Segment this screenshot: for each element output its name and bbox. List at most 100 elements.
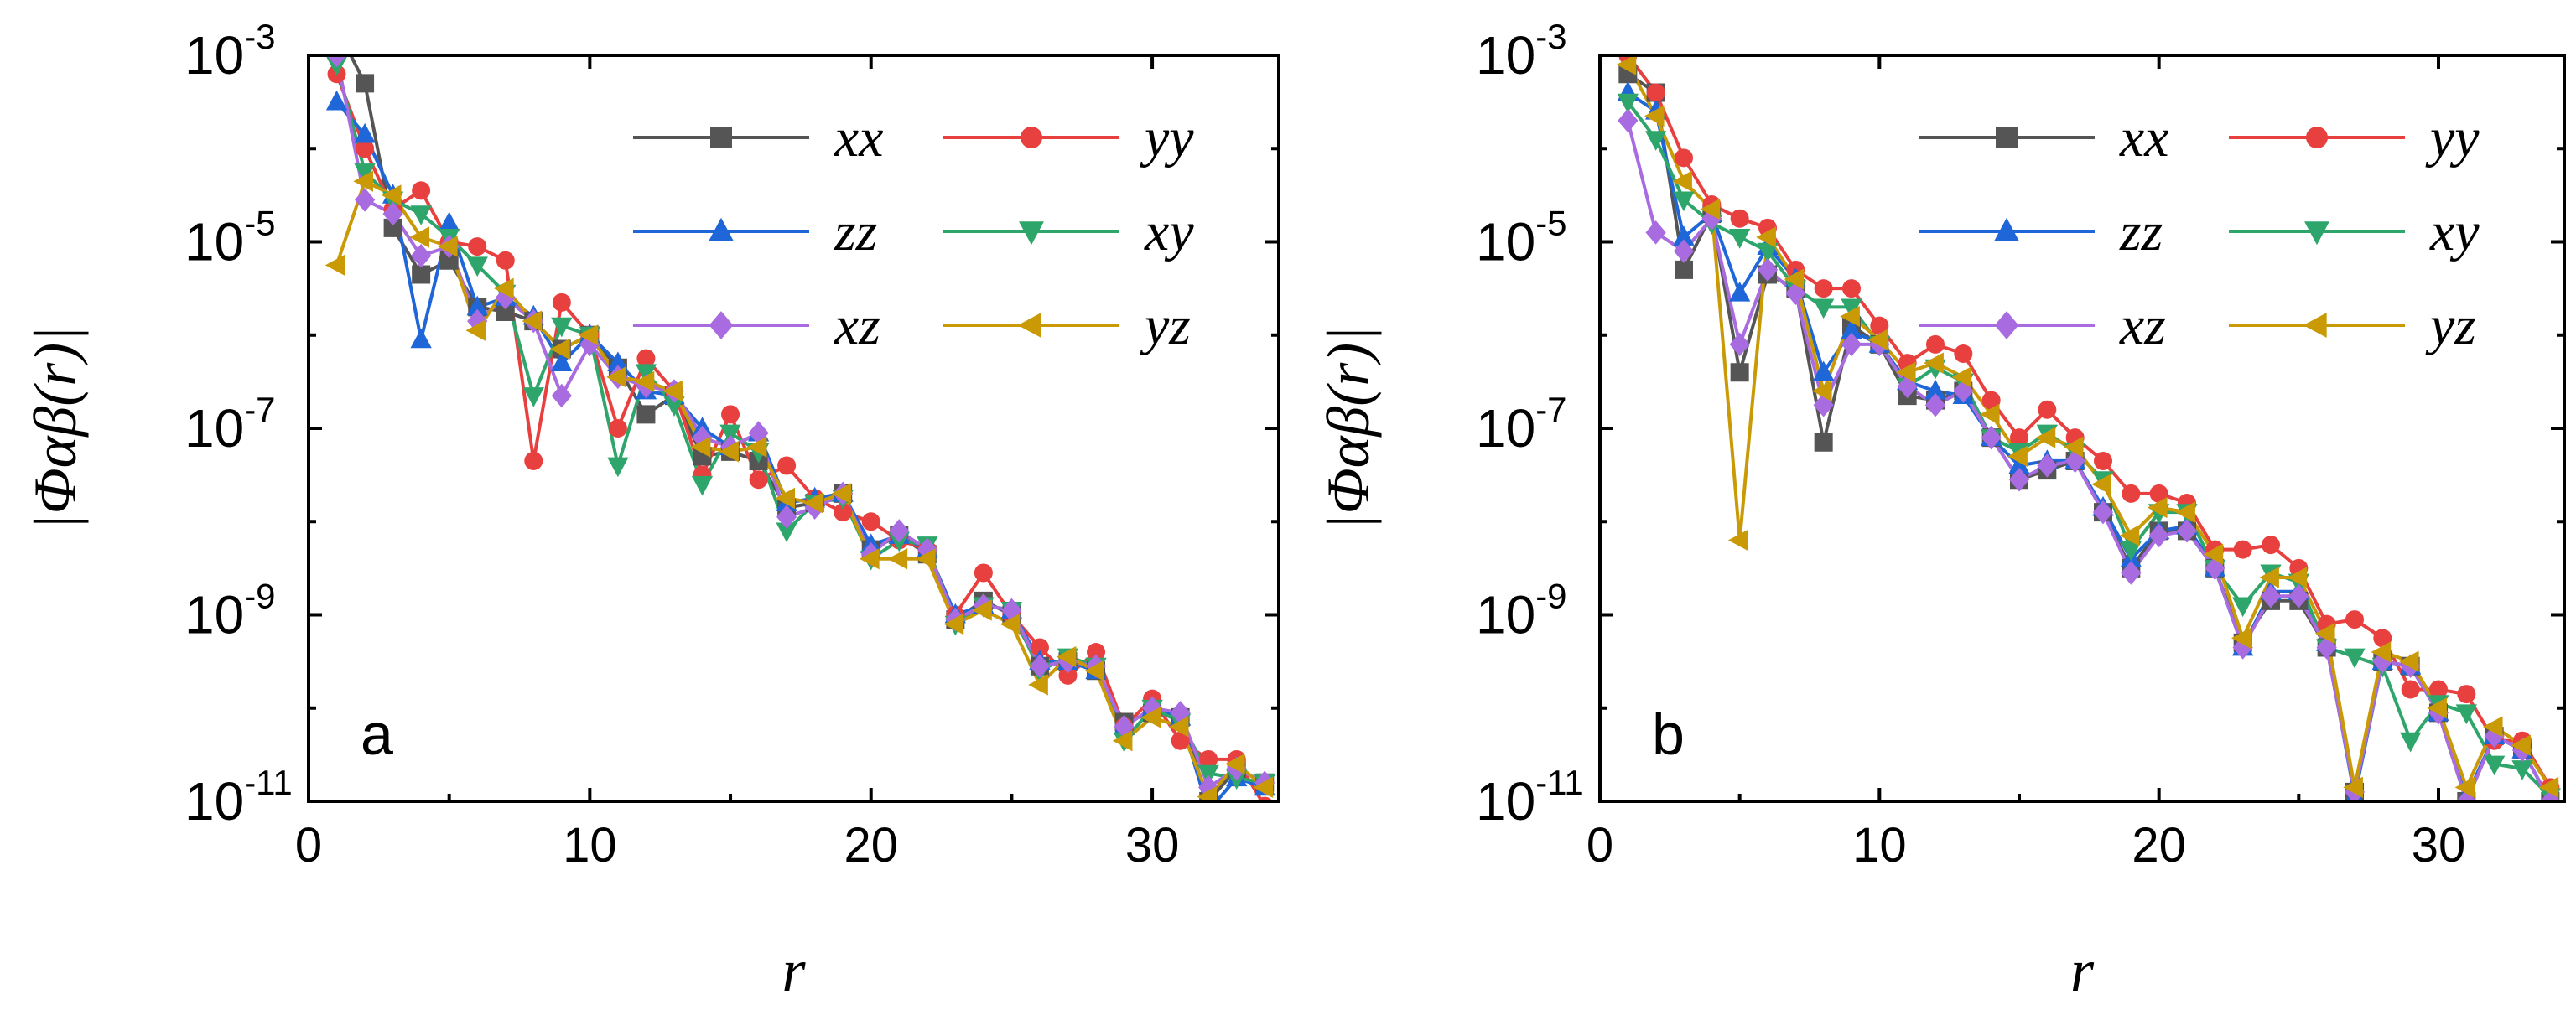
data-point-xz [1645,220,1666,245]
data-point-yy [636,349,656,368]
data-point-yz [1084,660,1104,681]
data-point-xx [496,302,515,321]
data-point-yz [2007,445,2028,468]
y-tick-exponent: -11 [244,763,293,802]
data-point-zz [1813,360,1835,381]
y-tick-base: 10 [184,212,244,272]
legend-label-yz: yz [2425,295,2476,356]
data-point-zz [410,328,432,349]
panel-label: b [1652,702,1685,767]
x-axis-label: r [2070,937,2095,1004]
y-tick-label: 10-11 [184,763,293,831]
data-point-xz [776,505,797,529]
data-point-yz [1056,645,1077,668]
data-point-yz [2314,623,2335,645]
data-point-xy [354,163,376,184]
data-point-yy [2262,536,2280,555]
data-point-yy [1171,731,1190,750]
data-point-yz [578,324,599,346]
data-point-yz [2091,474,2111,495]
legend-label-xx: xx [834,107,884,168]
data-point-xz [382,201,403,226]
data-point-yz [662,380,683,402]
legend-marker-yy [2306,127,2328,148]
legend-label-xy: xy [1144,201,1194,262]
data-point-yy [2149,484,2168,503]
y-tick-base: 10 [184,771,244,831]
data-point-xz [354,188,376,212]
legend-marker-xx [1996,127,2018,148]
y-tick-base: 10 [184,25,244,85]
data-point-yy [1730,209,1749,228]
x-tick-label: 30 [2412,818,2466,873]
data-point-yz [522,310,543,332]
y-tick-exponent: -3 [244,17,275,56]
data-point-xy [466,256,488,277]
data-point-yz [1727,529,1748,552]
y-tick-label: 10-11 [1476,763,1584,831]
legend-marker-yz [1017,313,1041,338]
series-line-xy [335,64,1265,785]
data-point-xz [889,519,910,543]
y-tick-base: 10 [1476,585,1535,645]
data-point-yz [1784,268,1805,290]
data-point-zz [2008,453,2030,474]
data-point-zz [466,295,488,316]
data-point-xz [2205,556,2225,581]
data-point-yy [1030,638,1049,657]
data-point-xz [1841,332,1862,357]
data-point-xy [635,364,657,384]
data-point-yy [2401,680,2420,699]
data-point-yz [746,436,767,458]
data-point-yz [2287,567,2308,588]
x-tick-label: 0 [295,818,322,873]
data-point-yz [1979,403,2000,425]
data-point-yz [775,487,796,510]
panel-b: 0 10 20 3010-1110-910-710-510-3r|Φαβ(r)|bxx… [1315,17,2566,1004]
x-tick-label: 20 [844,818,898,873]
plot-frame [307,54,1280,803]
data-point-xz [748,421,769,445]
y-tick-base: 10 [1476,398,1535,458]
data-point-xz [2008,467,2030,492]
data-point-yy [2373,629,2392,648]
data-point-yz [1867,329,1888,350]
data-point-xz [2037,453,2058,478]
data-point-xx [383,218,402,237]
data-point-yz [1924,352,1944,374]
series-line-yz [335,179,1266,799]
plot-area [325,55,1275,801]
data-point-yy [2094,451,2112,470]
data-point-xx [356,74,375,93]
data-point-xz [1618,108,1639,133]
data-point-xy [410,205,432,225]
data-point-xz [2456,789,2477,801]
legend-label-yz: yz [1140,295,1191,356]
data-point-yy [524,451,543,470]
data-point-yz [690,436,711,458]
data-point-yy [1926,334,1945,354]
data-point-xz [2092,500,2114,525]
panel-label: a [361,702,393,767]
legend: xx yy zz xy xz yz [1919,107,2480,356]
data-point-yz [2063,436,2084,458]
legend-label-zz: zz [834,201,877,262]
data-point-zz [354,122,376,143]
data-point-yz [2511,734,2531,756]
data-point-yy [356,139,375,158]
data-point-yz [353,170,373,192]
data-point-yz [859,548,880,570]
data-point-xz [1673,239,1695,263]
data-point-xz [1029,654,1051,678]
data-point-yz [1840,305,1860,328]
y-tick-exponent: -11 [1535,763,1584,802]
data-point-xy [2455,704,2477,725]
data-point-xy [1617,93,1639,114]
data-point-yy [496,251,515,270]
series-line-zz [335,101,1265,801]
data-point-zz [1729,281,1751,302]
data-point-yz [550,338,570,360]
data-point-yy [777,456,797,475]
data-point-yy [2038,400,2057,419]
